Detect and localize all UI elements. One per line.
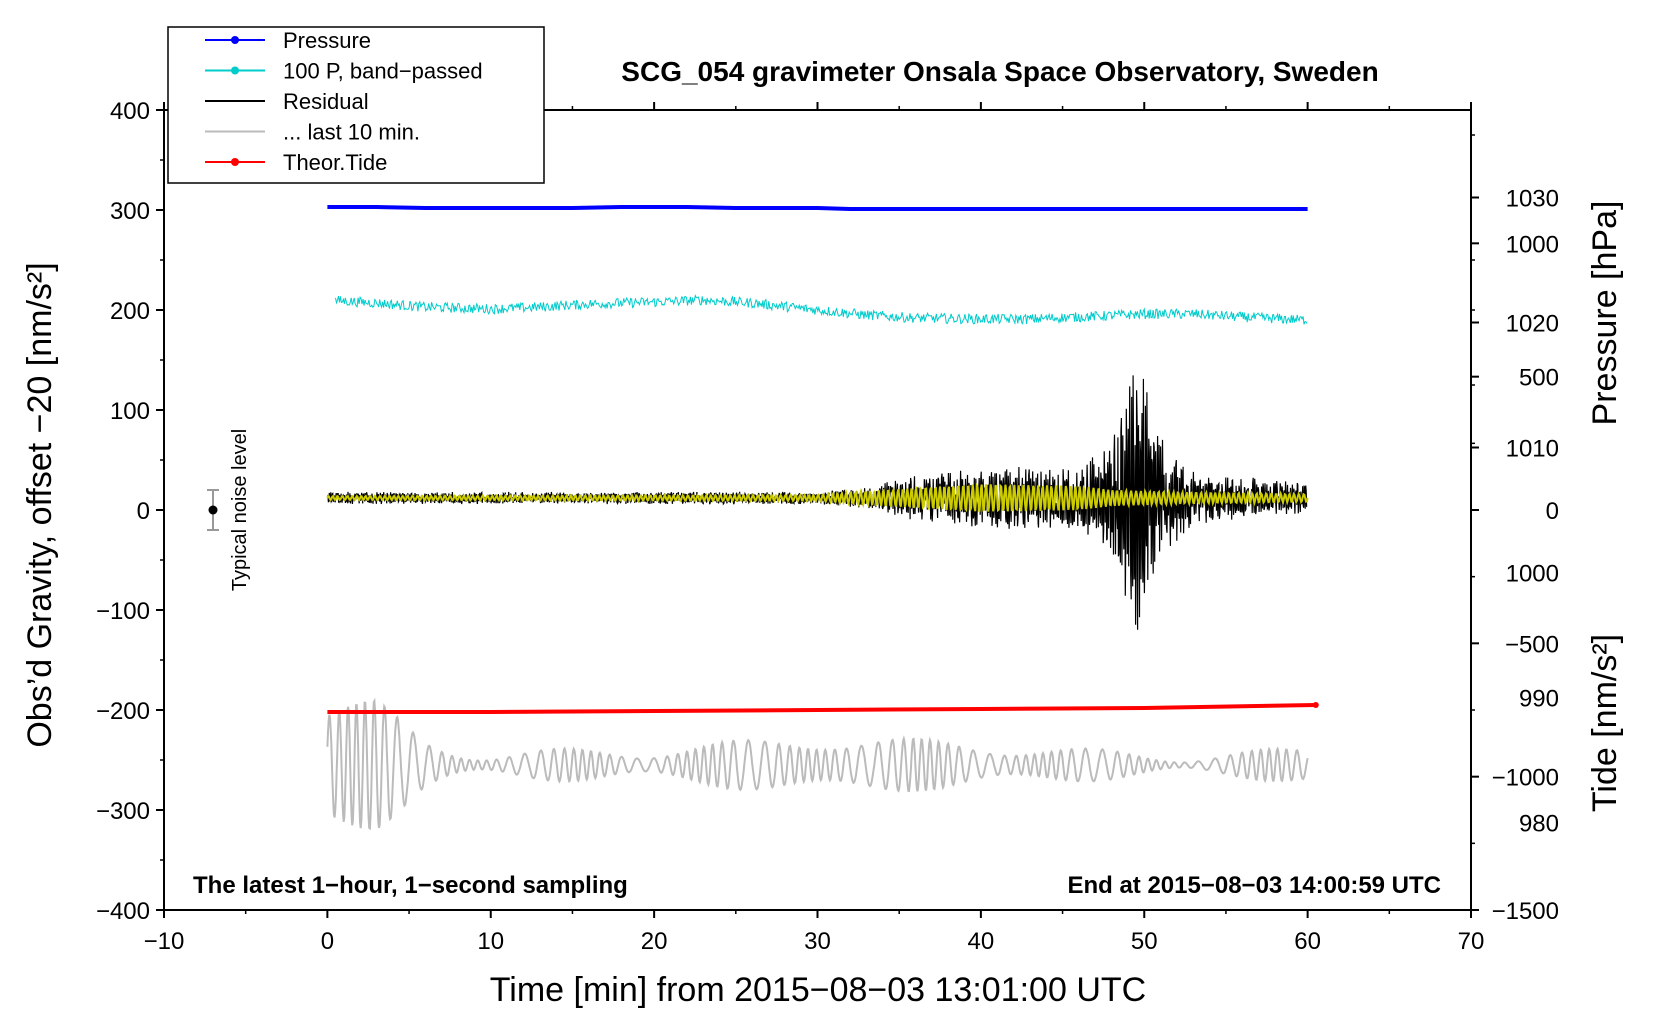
y-tick-label: 300 (110, 198, 150, 225)
y-axis-label-pressure: Pressure [hPa] (1586, 201, 1624, 426)
y-tick-label: −200 (96, 698, 150, 725)
tide-tick-label: −500 (1505, 631, 1559, 658)
x-axis-label: Time [min] from 2015−08−03 13:01:00 UTC (490, 971, 1146, 1009)
tide-tick-label: 1000 (1506, 231, 1559, 258)
legend: Pressure 100 P, band−passed Residual ... la… (167, 26, 545, 184)
pressure-tick-label: 990 (1519, 686, 1559, 713)
pressure-tick-label: 1020 (1506, 311, 1559, 338)
y-tick-label: 200 (110, 298, 150, 325)
y-axis-label-tide: Tide [nm/s²] (1586, 634, 1624, 812)
x-tick-label: 40 (968, 928, 995, 955)
x-tick-label: 70 (1458, 928, 1485, 955)
series-residual-filtered-line (326, 482, 1309, 513)
legend-label: Theor.Tide (283, 150, 387, 175)
x-tick-label: 30 (804, 928, 831, 955)
y-tick-label: −400 (96, 898, 150, 925)
chart-title: SCG_054 gravimeter Onsala Space Observat… (621, 56, 1378, 87)
y-axis-label-left: Obs’d Gravity, offset −20 [nm/s²] (21, 262, 59, 747)
noise-label: Typical noise level (229, 429, 251, 591)
x-tick-label: 60 (1294, 928, 1321, 955)
pressure-tick-label: 1030 (1506, 186, 1559, 213)
y-tick-label: 0 (137, 498, 150, 525)
series-tide-line (327, 703, 1316, 714)
legend-swatch-marker (231, 66, 239, 75)
legend-label: ... last 10 min. (283, 120, 420, 145)
series-band-passed-line (335, 294, 1308, 326)
series-pressure-line (327, 205, 1308, 211)
tide-tick-label: −1500 (1492, 898, 1559, 925)
y-tick-label: 400 (110, 98, 150, 125)
pressure-tick-label: 980 (1519, 811, 1559, 838)
x-tick-label: 50 (1131, 928, 1158, 955)
series-tide-end-point (1312, 702, 1319, 708)
legend-box (167, 26, 545, 184)
x-tick-label: 20 (641, 928, 668, 955)
legend-label: 100 P, band−passed (283, 59, 483, 84)
legend-swatch-marker (231, 36, 239, 44)
y-tick-label: −300 (96, 798, 150, 825)
x-tick-label: −10 (144, 928, 185, 955)
y-tick-label: 100 (110, 398, 150, 425)
pressure-tick-label: 1000 (1506, 561, 1559, 588)
series-last-10-min-line (326, 697, 1309, 831)
y-tick-label: −100 (96, 598, 150, 625)
pressure-tick-label: 1010 (1506, 436, 1559, 463)
footer-right-text: End at 2015−08−03 14:00:59 UTC (1067, 872, 1441, 899)
x-tick-label: 10 (477, 928, 504, 955)
footer-left-text: The latest 1−hour, 1−second sampling (193, 872, 628, 899)
tide-tick-label: 0 (1546, 498, 1559, 525)
noise-point (208, 505, 218, 515)
legend-swatch-marker (231, 158, 239, 166)
legend-label: Pressure (283, 28, 371, 53)
tide-tick-label: 500 (1519, 365, 1559, 392)
tide-tick-label: −1000 (1492, 765, 1559, 792)
legend-label: Residual (283, 89, 369, 114)
x-tick-label: 0 (321, 928, 334, 955)
